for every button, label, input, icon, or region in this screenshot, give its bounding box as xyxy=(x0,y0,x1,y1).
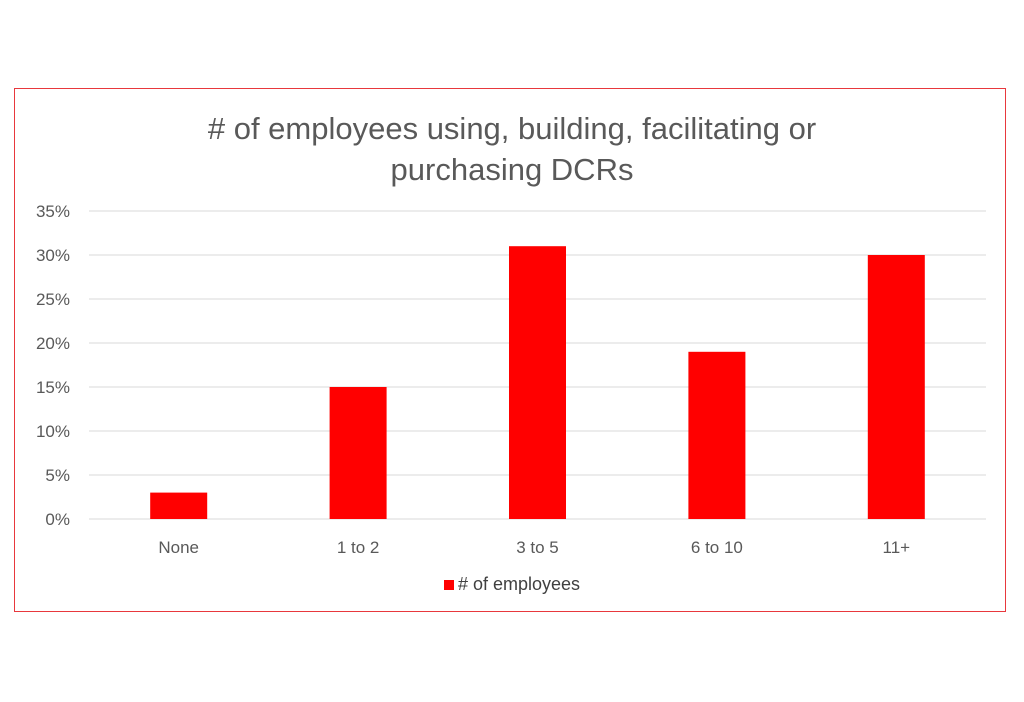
y-tick-label: 5% xyxy=(45,466,70,485)
y-tick-label: 0% xyxy=(45,510,70,529)
legend-label: # of employees xyxy=(457,574,581,594)
x-tick-label: 11+ xyxy=(883,538,911,557)
bar xyxy=(509,246,566,519)
chart-title-line-1: # of employees using, building, facilita… xyxy=(207,111,817,146)
y-tick-label: 20% xyxy=(36,334,70,353)
bar xyxy=(688,351,746,519)
y-tick-label: 25% xyxy=(36,290,70,309)
chart-title: # of employees using, building, facilita… xyxy=(0,108,1024,190)
bar xyxy=(867,255,925,519)
x-tick-label: 3 to 5 xyxy=(516,538,559,557)
chart-title-line-2: purchasing DCRs xyxy=(390,152,634,187)
bar xyxy=(329,387,387,519)
x-tick-label: 6 to 10 xyxy=(691,538,743,557)
y-tick-label: 30% xyxy=(36,246,70,265)
legend-swatch xyxy=(443,579,454,590)
legend: # of employees xyxy=(0,574,1024,595)
x-tick-label: 1 to 2 xyxy=(337,538,380,557)
y-tick-label: 10% xyxy=(36,422,70,441)
x-tick-label: None xyxy=(158,538,199,557)
y-tick-label: 15% xyxy=(36,378,70,397)
bar xyxy=(150,492,208,519)
y-tick-label: 35% xyxy=(36,202,70,221)
